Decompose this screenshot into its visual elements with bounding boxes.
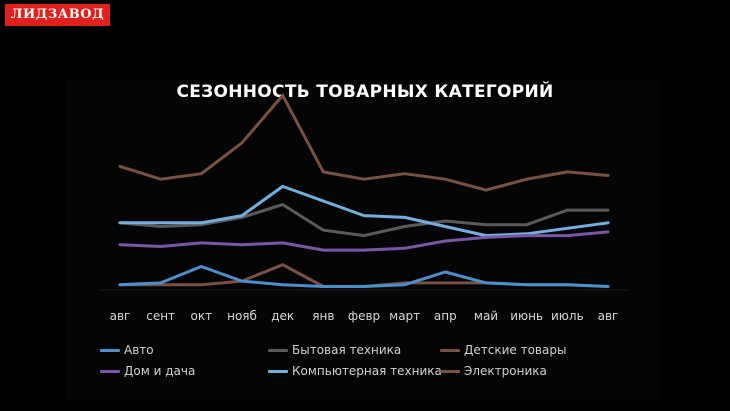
x-tick-label: февр [347,309,381,323]
series-line-5 [118,93,610,192]
x-tick-label: сент [146,309,176,323]
series-line-1 [118,203,610,238]
x-tick-label: авг [597,309,619,323]
logo: ЛИДЗАВОД [5,4,111,26]
legend-label: Дом и дача [124,364,196,378]
x-tick-label: авг [109,309,131,323]
legend-swatch [100,349,120,352]
series-line-3 [118,230,610,252]
series-line-0 [118,265,610,288]
legend-item: Бытовая техника [268,342,401,358]
legend-swatch [100,370,120,373]
x-tick-label: дек [271,309,295,323]
legend-swatch [440,370,460,373]
chart-panel [66,80,660,400]
legend-item: Авто [100,342,154,358]
x-tick-label: июнь [510,309,544,323]
legend-label: Компьютерная техника [292,364,442,378]
legend-swatch [440,349,460,352]
x-tick-label: апр [433,309,457,323]
x-tick-label: март [389,309,421,323]
series-line-4 [118,184,610,238]
x-tick-label: май [473,309,499,323]
legend-label: Детские товары [464,343,567,357]
x-tick-label: окт [190,309,213,323]
legend-label: Бытовая техника [292,343,402,357]
chart-title: СЕЗОННОСТЬ ТОВАРНЫХ КАТЕГОРИЙ [176,82,554,102]
legend-swatch [268,370,288,373]
x-tick-label: янв [312,309,335,323]
x-tick-label: нояб [227,309,257,323]
legend-item: Детские товары [440,342,566,358]
legend-item: Электроника [440,363,547,379]
x-tick-label: июль [551,309,584,323]
legend-swatch [268,349,288,352]
legend-label: Электроника [464,364,547,378]
legend-item: Дом и дача [100,363,195,379]
legend-item: Компьютерная техника [268,363,442,379]
legend-label: Авто [124,343,154,357]
